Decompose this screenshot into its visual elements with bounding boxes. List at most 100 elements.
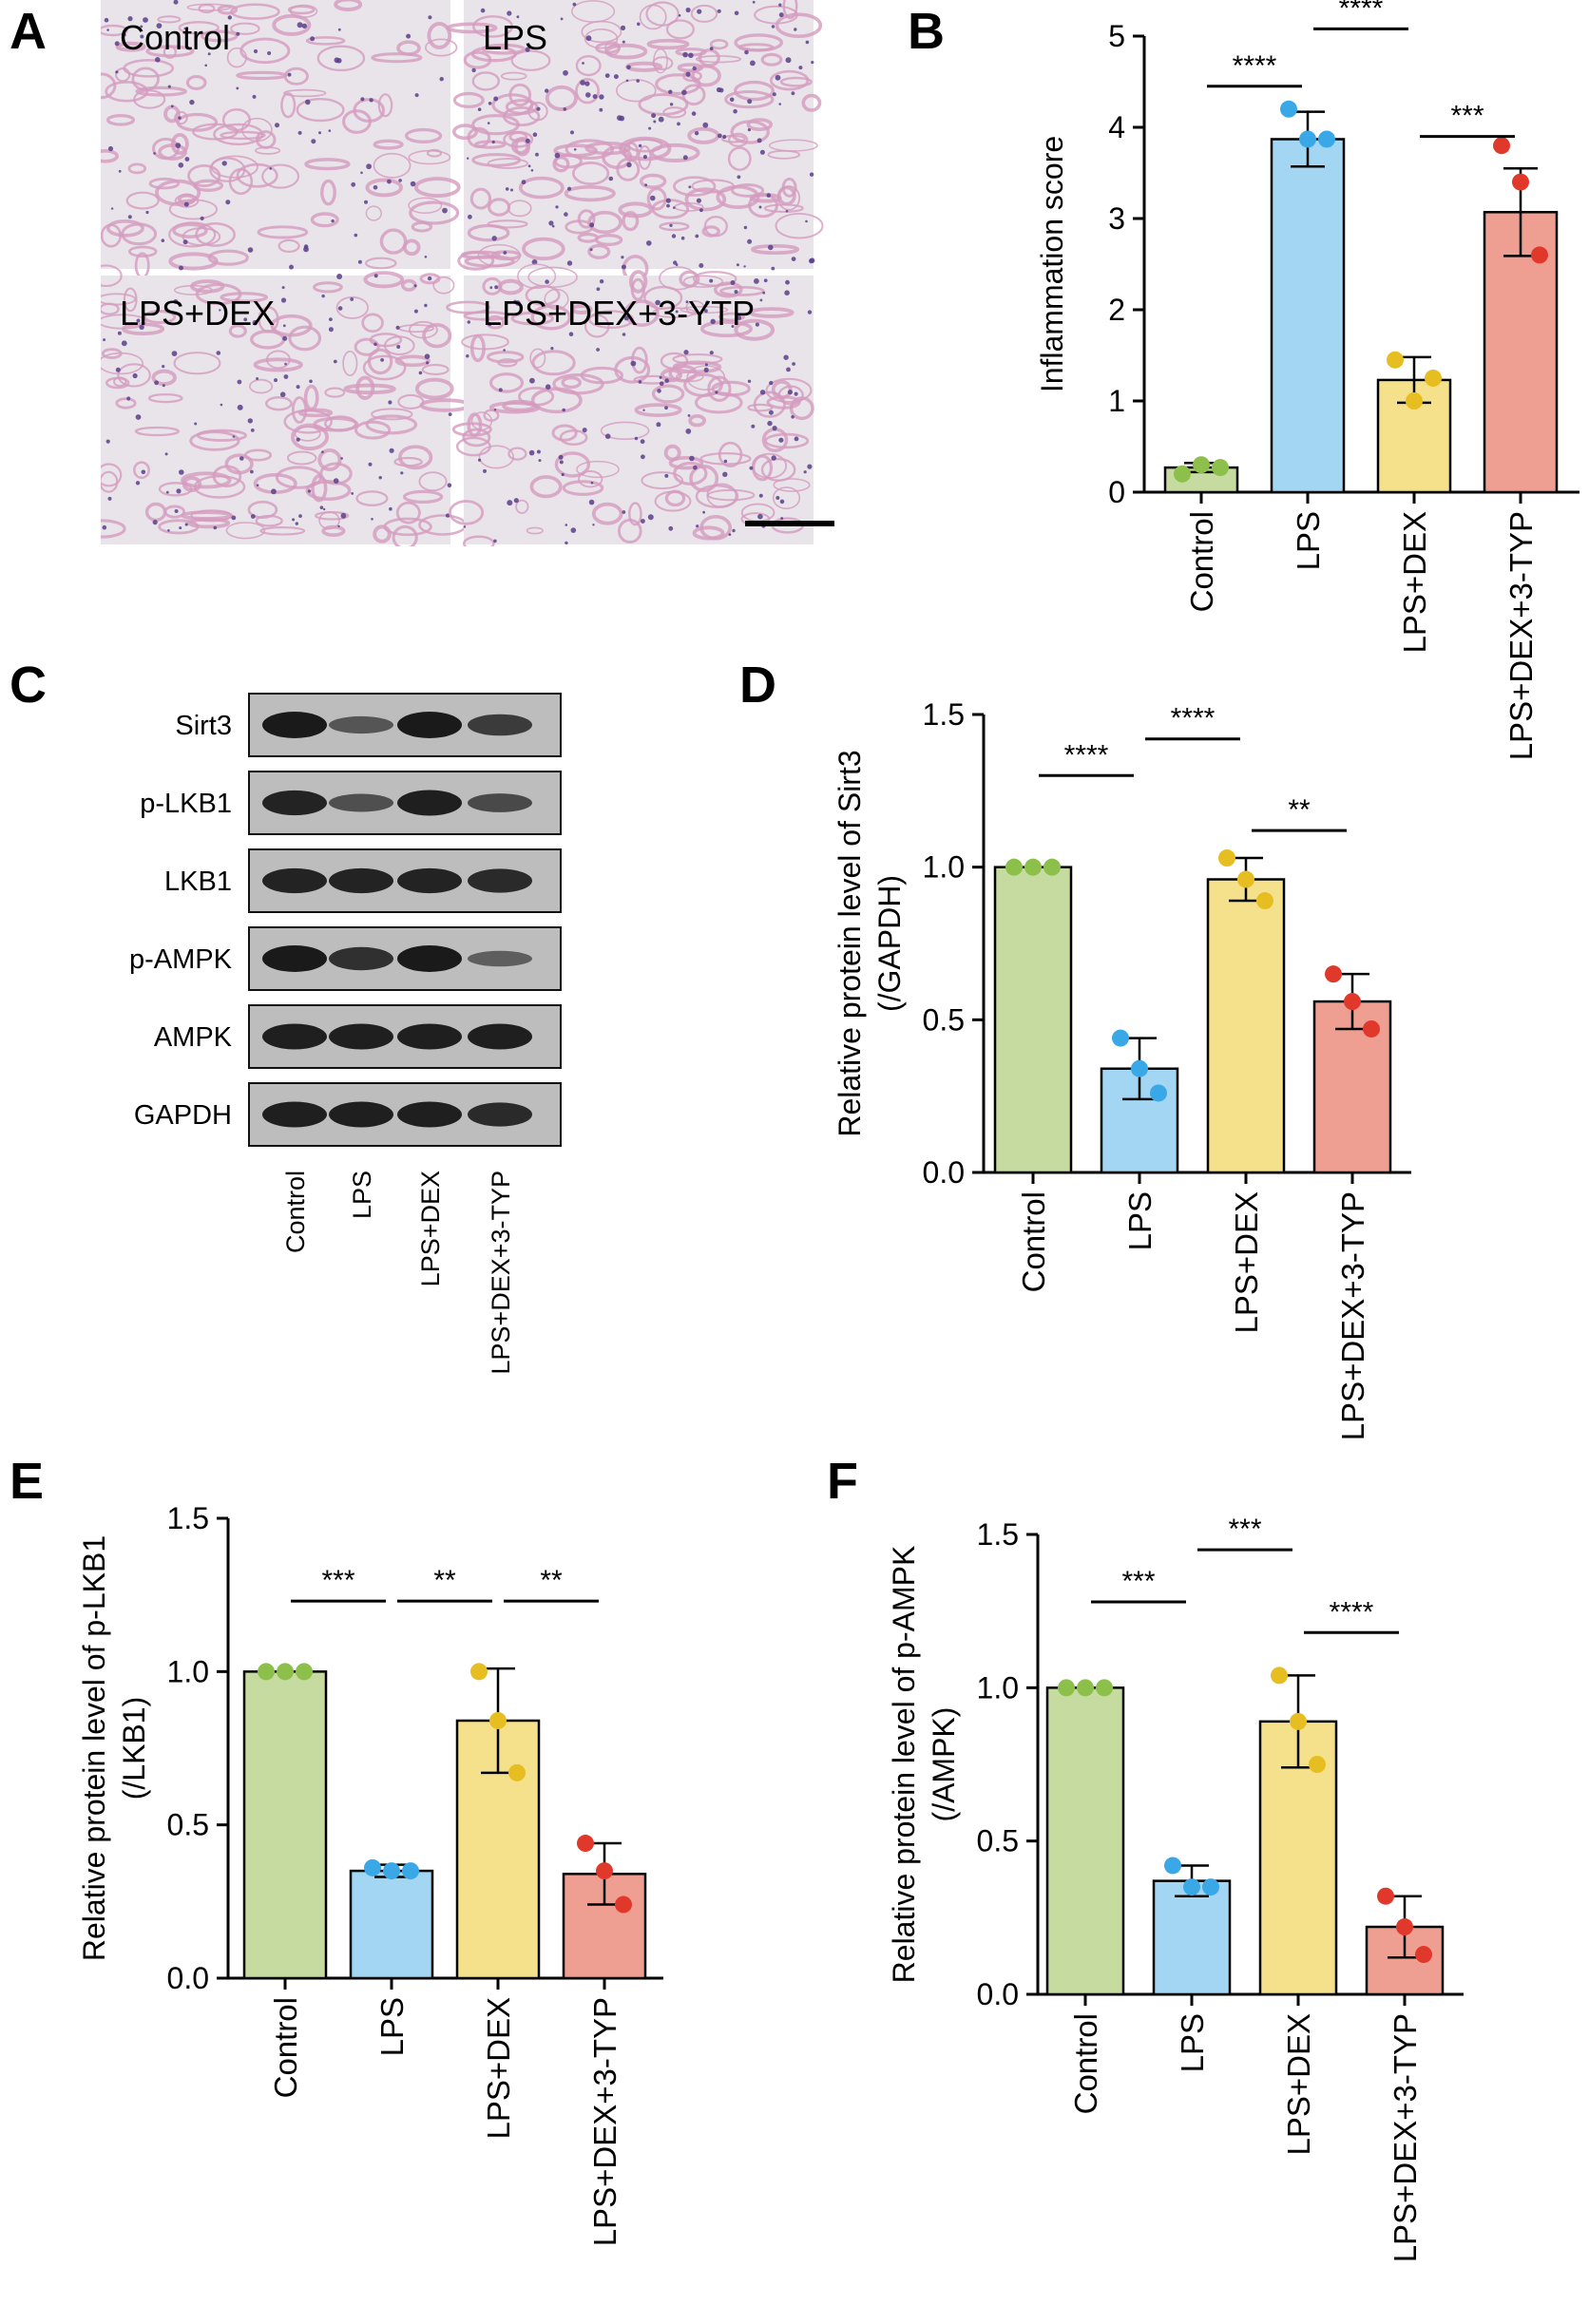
data-point	[470, 1663, 488, 1681]
nucleus	[467, 157, 469, 160]
nucleus	[682, 155, 688, 161]
data-point	[489, 1711, 507, 1729]
nucleus	[427, 276, 432, 281]
tissue-strand	[510, 137, 529, 155]
nucleus	[702, 122, 709, 128]
nucleus	[747, 99, 753, 105]
tissue-strand	[731, 183, 765, 198]
histology-panel: Control LPS LPS+DEX LPS+DEX+3-YTP	[101, 0, 834, 546]
nucleus	[669, 103, 674, 106]
tissue-strand	[121, 222, 158, 246]
nucleus	[651, 113, 657, 119]
nucleus	[301, 23, 308, 29]
nucleus	[105, 439, 110, 444]
data-point	[1531, 246, 1548, 264]
nucleus	[767, 420, 773, 427]
tissue-strand	[134, 426, 181, 437]
nucleus	[143, 17, 148, 23]
data-point	[1290, 1712, 1307, 1730]
blot-band	[468, 714, 532, 736]
nucleus	[754, 278, 759, 284]
y-tick-label: 0.0	[977, 1977, 1019, 2011]
nucleus	[564, 212, 568, 217]
tissue-strand	[789, 396, 814, 421]
nucleus	[529, 377, 535, 384]
nucleus	[585, 92, 591, 98]
nucleus	[305, 99, 311, 105]
nucleus	[697, 9, 702, 14]
histology-image: LPS+DEX	[101, 264, 471, 546]
nucleus	[731, 325, 735, 328]
tissue-strand	[639, 4, 667, 30]
nucleus	[642, 155, 648, 160]
data-point	[1318, 130, 1335, 148]
nucleus	[669, 223, 673, 227]
tissue-strand	[101, 264, 123, 288]
nucleus	[772, 92, 776, 97]
x-tick-label: LPS+DEX	[481, 1997, 516, 2140]
nucleus	[107, 496, 112, 501]
nucleus	[699, 208, 703, 213]
chart-e: 0.0 0.5 1.0 1.5 Relative protein level of p-…	[77, 1501, 663, 2246]
nucleus	[604, 433, 611, 440]
x-tick-label: LPS	[1175, 2013, 1210, 2072]
tissue-strand	[600, 421, 650, 440]
nucleus	[688, 185, 692, 189]
tissue-strand	[446, 22, 498, 34]
nucleus	[673, 206, 676, 209]
blot-lane-label: LPS	[348, 1171, 376, 1219]
tissue-strand	[763, 203, 804, 213]
y-tick-label: 1.5	[977, 1517, 1019, 1552]
data-point	[1363, 1019, 1380, 1038]
nucleus	[503, 349, 506, 352]
y-tick-label: 1.0	[167, 1654, 209, 1688]
tissue-strand	[426, 148, 443, 158]
nucleus	[671, 234, 677, 238]
nucleus	[167, 85, 171, 88]
tissue-strand	[230, 3, 280, 20]
tissue-strand	[760, 52, 783, 67]
nucleus	[722, 471, 728, 477]
nucleus	[551, 224, 555, 228]
tissue-strand	[500, 71, 527, 81]
nucleus	[373, 185, 378, 190]
blot-lane-label: LPS+DEX+3-TYP	[487, 1171, 515, 1375]
tissue-strand	[646, 38, 690, 50]
nucleus	[200, 216, 204, 220]
nucleus	[162, 365, 165, 369]
tissue-strand	[362, 354, 407, 381]
x-tick-label: Control	[1068, 2013, 1103, 2114]
tissue-strand	[158, 143, 187, 161]
nucleus	[388, 400, 392, 405]
tissue-strand	[364, 257, 397, 270]
nucleus	[792, 362, 795, 366]
nucleus	[646, 240, 652, 246]
nucleus	[406, 33, 412, 39]
blot-band	[329, 715, 393, 734]
nucleus	[536, 106, 541, 111]
nucleus	[371, 518, 373, 521]
nucleus	[140, 25, 144, 29]
data-point	[1396, 1918, 1413, 1936]
nucleus	[565, 541, 568, 545]
tissue-strand	[619, 136, 672, 162]
tissue-strand	[408, 320, 438, 339]
nucleus	[545, 279, 549, 284]
nucleus	[136, 318, 141, 323]
blot-band	[262, 1101, 327, 1128]
nucleus	[400, 471, 404, 475]
y-tick-label: 1	[1108, 384, 1125, 418]
nucleus	[189, 99, 195, 105]
tissue-strand	[105, 81, 149, 103]
tissue-strand	[230, 22, 260, 35]
nucleus	[695, 234, 699, 238]
blot-band	[329, 867, 393, 894]
tissue-strand	[193, 475, 246, 499]
nucleus	[771, 25, 775, 29]
tissue-strand	[393, 456, 423, 467]
tissue-strand	[646, 187, 667, 211]
tissue-strand	[189, 279, 225, 294]
nucleus	[785, 57, 792, 64]
tissue-strand	[522, 237, 565, 261]
tissue-strand	[283, 409, 333, 434]
